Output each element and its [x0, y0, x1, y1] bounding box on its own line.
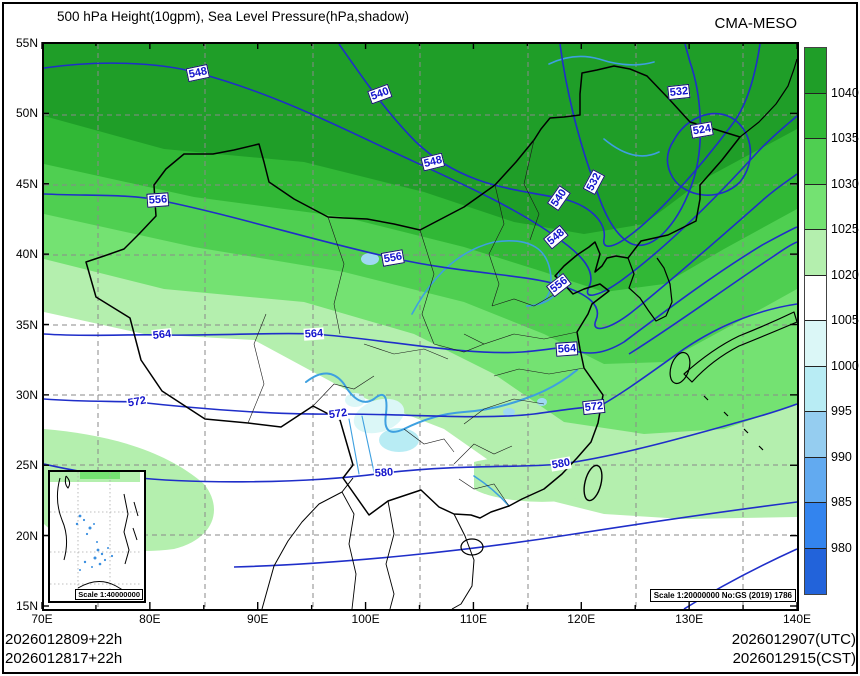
- contour-label: 572: [125, 394, 149, 410]
- contour-label: 572: [327, 406, 349, 422]
- footer-valid-utc: 2026012907(UTC): [731, 631, 856, 648]
- contour-label: 532: [582, 168, 606, 196]
- lon-axis-label: 110E: [459, 612, 487, 626]
- mslp-cyan-pocket: [379, 428, 419, 452]
- colorbar-tick-label: 1000: [831, 358, 859, 373]
- map-plot: 548 540 532 524 556 548 532 540 548 556 556 564 564 5…: [42, 42, 799, 611]
- colorbar-segment: [805, 412, 826, 458]
- lat-axis-label: 45N: [15, 176, 38, 191]
- footer-init-cst: 2026012817+22h: [5, 650, 123, 667]
- colorbar-tick-label: 1030: [831, 176, 859, 191]
- contour-label: 564: [555, 341, 579, 357]
- lat-axis-label: 35N: [15, 317, 38, 332]
- lon-axis-label: 90E: [247, 612, 269, 626]
- qinghai-lake: [361, 253, 379, 265]
- contour-label: 548: [420, 152, 446, 172]
- footer-valid-cst: 2026012915(CST): [732, 650, 856, 667]
- colorbar-segment: [805, 548, 826, 594]
- contour-label: 548: [185, 63, 211, 83]
- mslp-cyan-pocket: [345, 393, 365, 407]
- colorbar-segment: [805, 48, 826, 94]
- colorbar-segment: [805, 93, 826, 139]
- colorbar-segment: [805, 366, 826, 412]
- lat-axis-label: 50N: [15, 106, 38, 121]
- colorbar-tick-label: 990: [831, 449, 852, 464]
- colorbar-tick-label: 1005: [831, 313, 859, 327]
- contour-label: 556: [146, 192, 170, 208]
- colorbar-tick-label: 995: [831, 404, 852, 418]
- page-title: 500 hPa Height(10gpm), Sea Level Pressur…: [57, 9, 409, 24]
- contour-label: 548: [542, 224, 570, 250]
- graticule: [44, 44, 797, 609]
- colorbar: [804, 47, 827, 595]
- colorbar-tick-label: 1020: [831, 267, 859, 282]
- colorbar-segment: [805, 184, 826, 230]
- inset-islands: [75, 514, 114, 571]
- contour-label: 572: [582, 398, 606, 416]
- lon-axis-label: 70E: [31, 612, 53, 626]
- inset-scale-note: Scale 1:40000000: [75, 589, 143, 600]
- map-scale-note: Scale 1:20000000 No:GS (2019) 1786: [649, 589, 796, 602]
- contour-label: 556: [380, 249, 406, 267]
- lon-axis-label: 100E: [351, 612, 380, 626]
- colorbar-segment: [805, 230, 826, 276]
- contour-label: 524: [689, 121, 715, 139]
- contour-label: 532: [667, 83, 691, 101]
- lat-axis-label: 40N: [15, 247, 38, 262]
- lon-axis-label: 130E: [675, 612, 704, 626]
- colorbar-segment: [805, 457, 826, 503]
- colorbar-tick-label: 985: [831, 495, 852, 509]
- contour-label: 564: [303, 327, 325, 341]
- colorbar-tick-label: 1035: [831, 131, 859, 145]
- colorbar-segment: [805, 503, 826, 549]
- contour-label: 540: [367, 83, 393, 105]
- lat-axis-label: 30N: [15, 387, 38, 402]
- lat-axis-label: 55N: [15, 36, 38, 50]
- colorbar-segment: [805, 139, 826, 185]
- lake: [537, 398, 547, 406]
- lat-axis-label: 25N: [15, 458, 38, 473]
- colorbar-tick-label: 980: [831, 540, 852, 555]
- colorbar-tick-label: 1040: [831, 85, 859, 100]
- lon-axis-label: 80E: [139, 612, 161, 626]
- province-borders: [247, 139, 585, 507]
- lake: [503, 408, 515, 416]
- contour-label: 564: [151, 327, 173, 343]
- contour-label: 540: [546, 184, 572, 212]
- colorbar-segment: [805, 321, 826, 367]
- contour-labels-layer: 548 540 532 524 556 548 532 540 548 556 556 564 564 5…: [44, 44, 797, 609]
- lon-axis-label: 120E: [567, 612, 596, 626]
- contour-label: 556: [545, 272, 573, 298]
- colorbar-tick-label: 1025: [831, 222, 859, 236]
- inset-canvas: [50, 472, 140, 597]
- coastlines: [85, 58, 797, 609]
- contour-label: 580: [549, 456, 573, 472]
- inset-map: Scale 1:40000000: [48, 470, 146, 603]
- contour-label: 580: [373, 466, 395, 480]
- rivers: [305, 55, 660, 507]
- lat-axis-label: 15N: [15, 599, 38, 613]
- mslp-cyan-pocket: [353, 398, 405, 434]
- colorbar-segment: [805, 275, 826, 321]
- footer-init-utc: 2026012809+22h: [5, 631, 123, 648]
- lon-axis-label: 140E: [782, 612, 812, 626]
- model-name: CMA-MESO: [714, 15, 798, 32]
- lat-axis-label: 20N: [15, 528, 38, 543]
